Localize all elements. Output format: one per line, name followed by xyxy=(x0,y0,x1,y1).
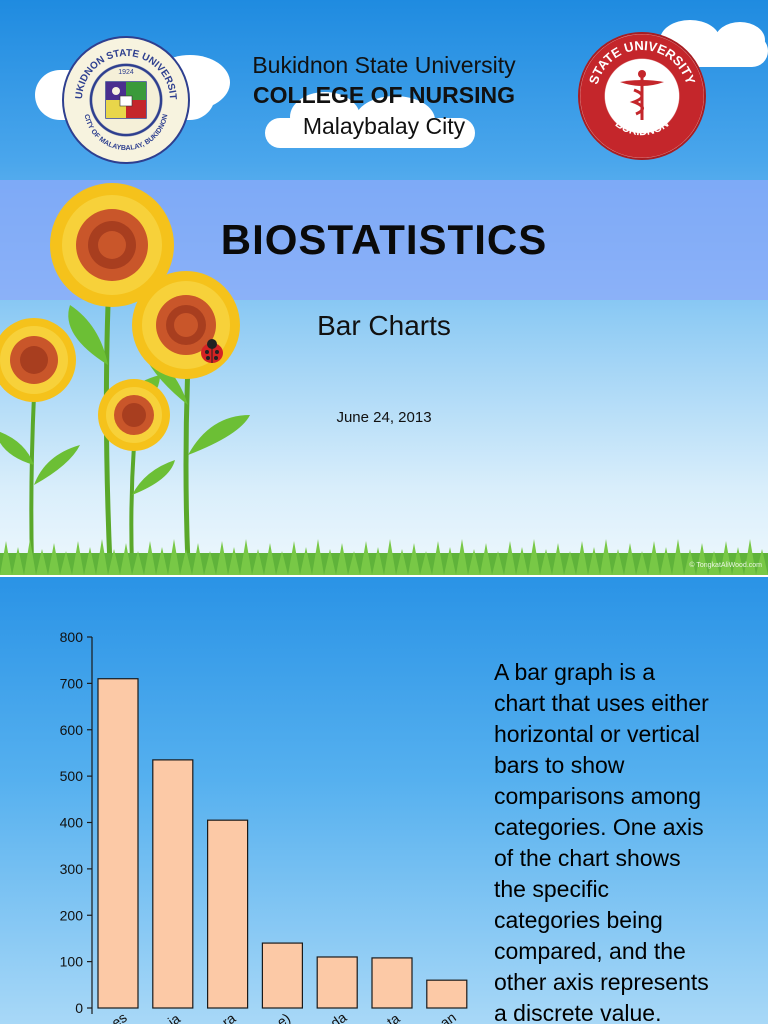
category-label: an xyxy=(437,1009,459,1024)
cloud-decoration xyxy=(355,96,435,144)
bar xyxy=(316,956,358,1009)
bar xyxy=(371,957,413,1009)
description-line: the specific xyxy=(494,876,610,902)
college-name: COLLEGE OF NURSING xyxy=(253,82,515,108)
slide-title: BIOSTATISTICS xyxy=(220,216,548,263)
category-label: ta xyxy=(384,1010,403,1024)
ladybug-icon xyxy=(201,339,223,363)
bar-graph-description: A bar graph is a chart that uses either ho… xyxy=(494,657,744,1024)
y-tick-label: 600 xyxy=(60,722,84,738)
y-tick-label: 800 xyxy=(60,629,84,645)
slide-date: June 24, 2013 xyxy=(336,409,432,426)
description-line: categories being xyxy=(494,907,663,933)
cloud-decoration xyxy=(715,22,765,58)
y-tick-label: 300 xyxy=(60,861,84,877)
description-line: comparisons among xyxy=(494,783,702,809)
svg-text:1924: 1924 xyxy=(118,69,134,76)
category-label: ra xyxy=(219,1010,239,1024)
description-line: of the chart shows xyxy=(494,845,681,871)
caduceus-seal-icon: STATE UNIVERSITY BUKIDNON xyxy=(586,38,699,138)
university-name: Bukidnon State University xyxy=(252,52,516,78)
category-label: e) xyxy=(274,1010,293,1024)
description-line: horizontal or vertical xyxy=(494,721,700,747)
bar xyxy=(261,942,303,1009)
y-tick-label: 500 xyxy=(60,768,84,784)
y-tick-label: 400 xyxy=(60,815,84,831)
sunflowers-illustration xyxy=(0,183,250,566)
y-tick-label: 200 xyxy=(60,907,84,923)
svg-text:BUKIDNON: BUKIDNON xyxy=(613,118,671,138)
grass-decoration xyxy=(0,539,768,575)
bar xyxy=(152,759,194,1009)
nursing-seal-logo: STATE UNIVERSITY BUKIDNON xyxy=(578,32,706,160)
city-name: Malaybalay City xyxy=(302,113,466,139)
bar-chart: 0 100 200 300 400 500 600 700 800 es ia ra e) da ta an xyxy=(60,629,468,1024)
bar xyxy=(426,979,468,1009)
y-tick-label: 100 xyxy=(60,954,84,970)
description-line: compared, and the xyxy=(494,938,686,964)
bsu-seal-logo: BUKIDNON STATE UNIVERSITY CITY OF MALAYB… xyxy=(62,36,190,164)
description-line: categories. One axis xyxy=(494,814,704,840)
description-line: a discrete value. xyxy=(494,1000,662,1024)
bar xyxy=(207,819,249,1009)
description-line: chart that uses either xyxy=(494,690,709,716)
bar-chart-slide: 0 100 200 300 400 500 600 700 800 es ia ra e) da ta an … xyxy=(0,577,768,1024)
cloud-decoration xyxy=(290,92,360,142)
watermark-text: © TongkatAliWood.com xyxy=(689,562,762,569)
description-line: bars to show xyxy=(494,752,625,778)
description-line: other axis represents xyxy=(494,969,709,995)
category-label: ia xyxy=(165,1010,183,1024)
y-tick-label: 0 xyxy=(75,1000,83,1016)
bsu-seal-icon: BUKIDNON STATE UNIVERSITY CITY OF MALAYB… xyxy=(64,38,178,152)
description-line: A bar graph is a xyxy=(494,659,656,685)
title-slide: BUKIDNON STATE UNIVERSITY CITY OF MALAYB… xyxy=(0,0,768,575)
slide-subtitle: Bar Charts xyxy=(317,310,451,341)
bar xyxy=(97,678,139,1009)
category-label: da xyxy=(327,1009,349,1024)
y-tick-label: 700 xyxy=(60,675,84,691)
category-label: es xyxy=(108,1009,129,1024)
